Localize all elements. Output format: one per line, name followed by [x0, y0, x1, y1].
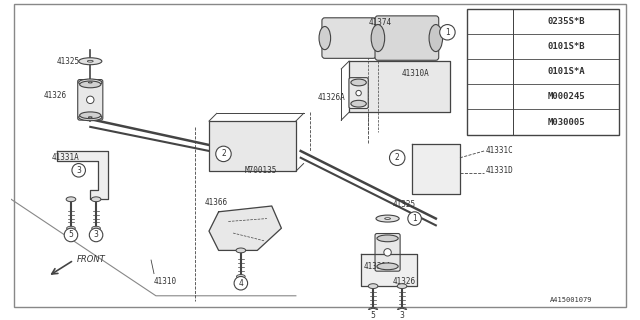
Text: M000245: M000245 [547, 92, 585, 101]
Bar [467, 9, 620, 135]
Circle shape [366, 308, 380, 320]
Text: 1: 1 [487, 17, 493, 26]
Text: 4: 4 [239, 279, 243, 288]
Ellipse shape [356, 90, 362, 96]
Ellipse shape [92, 226, 100, 230]
Polygon shape [412, 144, 460, 195]
Text: 41331A: 41331A [52, 153, 79, 162]
Text: 41374: 41374 [368, 18, 392, 27]
Circle shape [408, 212, 421, 225]
Ellipse shape [384, 249, 391, 256]
Text: 2: 2 [487, 42, 493, 51]
Ellipse shape [79, 79, 102, 86]
Ellipse shape [376, 215, 399, 222]
Text: 0101S*A: 0101S*A [547, 67, 585, 76]
FancyBboxPatch shape [349, 78, 368, 108]
Ellipse shape [351, 79, 366, 86]
Bar [209, 121, 296, 171]
Polygon shape [209, 206, 282, 251]
Circle shape [234, 276, 248, 290]
Text: 4: 4 [487, 92, 493, 101]
Circle shape [481, 63, 499, 81]
Ellipse shape [369, 308, 378, 311]
Circle shape [440, 25, 455, 40]
Text: 41325: 41325 [56, 57, 79, 66]
Text: 3: 3 [76, 166, 81, 175]
Text: 41326: 41326 [44, 91, 67, 100]
Text: 41331D: 41331D [486, 166, 514, 175]
Text: 2: 2 [395, 153, 399, 162]
Text: 2: 2 [221, 149, 226, 158]
Circle shape [481, 113, 499, 131]
FancyBboxPatch shape [77, 80, 103, 120]
Text: 41326: 41326 [392, 277, 415, 286]
Text: 5: 5 [487, 117, 493, 126]
Text: 1: 1 [445, 28, 450, 37]
Text: 41310: 41310 [154, 277, 177, 286]
Ellipse shape [371, 25, 385, 52]
Ellipse shape [88, 60, 93, 62]
Text: M030005: M030005 [547, 117, 585, 126]
Ellipse shape [86, 96, 94, 104]
Ellipse shape [397, 284, 407, 289]
Circle shape [72, 164, 86, 177]
Ellipse shape [385, 218, 390, 220]
Circle shape [390, 150, 405, 165]
Ellipse shape [88, 82, 92, 83]
Text: 41310A: 41310A [402, 69, 430, 78]
Circle shape [90, 228, 103, 242]
Polygon shape [349, 61, 451, 112]
Ellipse shape [319, 27, 331, 50]
Circle shape [216, 146, 231, 162]
Ellipse shape [377, 235, 398, 242]
Ellipse shape [92, 197, 101, 202]
Circle shape [481, 88, 499, 106]
Ellipse shape [88, 116, 92, 118]
Text: 0101S*B: 0101S*B [547, 42, 585, 51]
Ellipse shape [237, 275, 245, 278]
Ellipse shape [351, 100, 366, 107]
Text: FRONT: FRONT [77, 255, 106, 264]
Text: 41325: 41325 [392, 200, 415, 209]
FancyBboxPatch shape [322, 18, 376, 58]
Ellipse shape [66, 197, 76, 202]
Ellipse shape [67, 226, 76, 230]
Ellipse shape [397, 308, 406, 311]
Text: 41331A: 41331A [364, 262, 391, 271]
Text: M700135: M700135 [244, 166, 277, 175]
Text: 5: 5 [68, 230, 74, 239]
FancyBboxPatch shape [375, 16, 439, 60]
Text: 3: 3 [487, 67, 493, 76]
Circle shape [396, 308, 409, 320]
Polygon shape [58, 151, 108, 199]
Text: 41366: 41366 [204, 198, 227, 207]
Ellipse shape [236, 248, 246, 253]
Text: 5: 5 [371, 311, 376, 320]
Text: 41326A: 41326A [318, 93, 346, 102]
Ellipse shape [377, 263, 398, 270]
Ellipse shape [79, 58, 102, 65]
Ellipse shape [429, 25, 443, 52]
Text: 41331C: 41331C [486, 147, 514, 156]
Ellipse shape [79, 112, 101, 119]
Ellipse shape [79, 81, 101, 88]
Circle shape [64, 228, 77, 242]
Text: 1: 1 [412, 214, 417, 223]
Circle shape [481, 13, 499, 30]
Ellipse shape [79, 114, 102, 121]
Polygon shape [360, 254, 417, 286]
Text: 3: 3 [93, 230, 99, 239]
Text: A415001079: A415001079 [550, 297, 592, 302]
FancyBboxPatch shape [375, 234, 400, 271]
Text: 3: 3 [399, 311, 404, 320]
Circle shape [481, 38, 499, 55]
Text: 0235S*B: 0235S*B [547, 17, 585, 26]
Ellipse shape [368, 284, 378, 289]
